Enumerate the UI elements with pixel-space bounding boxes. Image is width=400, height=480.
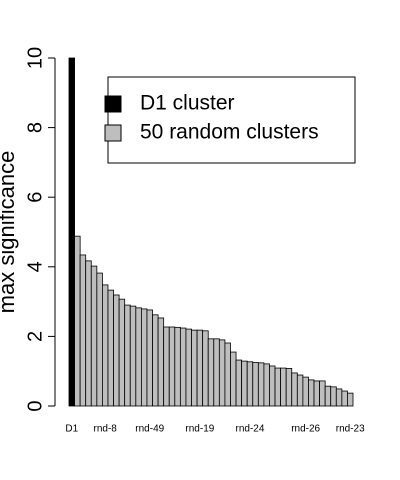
bar bbox=[280, 367, 287, 407]
bar bbox=[74, 235, 81, 407]
x-tick-label: rnd-49 bbox=[135, 424, 164, 435]
bar bbox=[196, 329, 204, 407]
bar bbox=[185, 328, 192, 407]
bar bbox=[241, 360, 248, 407]
bar bbox=[79, 254, 87, 407]
bar bbox=[85, 260, 92, 407]
bar bbox=[118, 298, 126, 407]
bar bbox=[246, 361, 254, 407]
bar bbox=[291, 372, 298, 407]
y-tick-label: 4 bbox=[24, 261, 46, 272]
bar bbox=[347, 392, 354, 407]
bar bbox=[235, 359, 243, 407]
bar bbox=[202, 330, 209, 407]
bar bbox=[174, 326, 181, 407]
legend-box bbox=[107, 76, 356, 164]
y-tick-label: 0 bbox=[24, 400, 46, 411]
bar bbox=[330, 386, 337, 407]
bar bbox=[140, 308, 148, 407]
bar bbox=[163, 326, 170, 407]
bar bbox=[308, 379, 315, 407]
y-tick-label: 2 bbox=[24, 331, 46, 342]
x-tick-label: rnd-26 bbox=[291, 424, 320, 435]
bar bbox=[102, 284, 109, 407]
x-tick-label: rnd-19 bbox=[185, 424, 214, 435]
bar bbox=[335, 388, 343, 407]
bar bbox=[90, 265, 98, 407]
bar bbox=[113, 294, 120, 407]
x-tick-label: rnd-8 bbox=[94, 424, 118, 435]
bar bbox=[107, 289, 114, 407]
bar bbox=[313, 380, 320, 407]
bar bbox=[179, 327, 187, 407]
bar bbox=[146, 309, 153, 407]
bar bbox=[157, 317, 165, 407]
bar bbox=[224, 342, 231, 407]
bar bbox=[96, 272, 103, 407]
bar bbox=[296, 374, 304, 407]
bar bbox=[263, 363, 270, 407]
bar bbox=[213, 338, 220, 407]
bar bbox=[285, 368, 293, 407]
bar bbox=[274, 367, 282, 407]
bar bbox=[302, 376, 309, 407]
legend-swatch bbox=[104, 124, 122, 142]
bar bbox=[252, 362, 259, 407]
bar bbox=[68, 57, 75, 407]
x-tick-label: D1 bbox=[65, 424, 78, 435]
bar bbox=[324, 385, 332, 407]
bar bbox=[191, 329, 198, 407]
bar bbox=[319, 380, 326, 407]
legend-swatch bbox=[104, 95, 122, 113]
bar bbox=[269, 365, 276, 407]
bar bbox=[230, 351, 237, 407]
y-tick-label: 8 bbox=[24, 122, 46, 133]
bar bbox=[152, 314, 159, 407]
legend-label: 50 random clusters bbox=[140, 121, 319, 144]
bar bbox=[341, 390, 348, 407]
bar bbox=[218, 339, 226, 407]
bar bbox=[257, 362, 265, 407]
legend-label: D1 cluster bbox=[140, 92, 235, 115]
x-tick-label: rnd-23 bbox=[336, 424, 365, 435]
bar bbox=[129, 305, 137, 407]
y-tick-label: 10 bbox=[24, 47, 46, 69]
x-tick-label: rnd-24 bbox=[236, 424, 265, 435]
bar bbox=[207, 338, 215, 407]
y-tick-label: 6 bbox=[24, 192, 46, 203]
bar bbox=[124, 304, 131, 407]
y-axis-label: max significance bbox=[0, 151, 19, 314]
bar bbox=[168, 326, 176, 407]
bar bbox=[135, 307, 142, 407]
